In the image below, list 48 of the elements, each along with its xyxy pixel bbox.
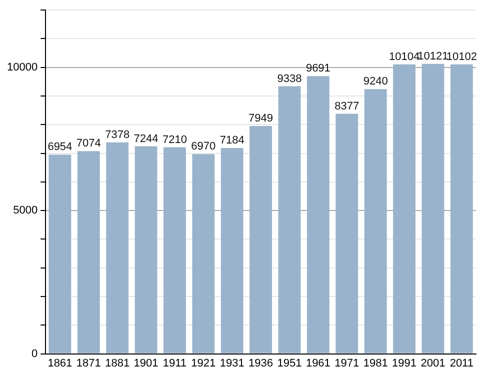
data-label: 7378 [105, 128, 130, 141]
bar [450, 64, 473, 354]
x-tick-label: 1881 [105, 357, 130, 370]
x-tick-label: 1921 [191, 357, 216, 370]
x-tick-label: 1931 [220, 357, 244, 370]
data-label: 9240 [363, 76, 388, 88]
data-label: 10121 [418, 50, 448, 62]
data-label: 9691 [306, 62, 330, 75]
x-tick-label: 2011 [450, 357, 474, 370]
bar [106, 142, 129, 354]
data-label: 7949 [248, 112, 274, 125]
data-label: 8377 [334, 100, 360, 112]
bar [364, 89, 387, 354]
x-tick-label: 1981 [363, 357, 388, 370]
y-tick-label: 5000 [13, 204, 38, 217]
x-tick-label: 1861 [48, 357, 72, 370]
data-label: 10104 [388, 50, 420, 63]
bar [393, 64, 416, 354]
data-label: 7210 [162, 134, 187, 146]
x-tick-label: 1901 [134, 357, 158, 370]
bar [134, 146, 158, 354]
data-label: 7184 [220, 134, 244, 147]
bar [48, 154, 72, 354]
data-label: 6970 [191, 140, 216, 153]
x-tick-label: 2001 [420, 357, 446, 370]
bar [250, 126, 272, 354]
x-tick-label: 1961 [306, 357, 330, 370]
bar [422, 64, 444, 354]
bar [336, 114, 358, 354]
x-tick-label: 1951 [277, 357, 302, 370]
data-label: 7074 [76, 138, 101, 150]
bar [163, 147, 186, 354]
data-label: 6954 [48, 141, 72, 154]
x-tick-label: 1971 [334, 357, 360, 370]
bar [306, 76, 330, 354]
x-tick-label: 1991 [392, 357, 417, 370]
bar [77, 151, 100, 354]
x-tick-label: 1936 [248, 357, 274, 370]
y-tick-label: 10000 [6, 61, 38, 74]
data-label: 9338 [277, 72, 302, 85]
x-tick-label: 1871 [76, 357, 101, 370]
data-label: 7244 [134, 132, 158, 145]
y-tick-label: 0 [31, 348, 38, 360]
bar [192, 154, 215, 354]
data-label: 10102 [446, 50, 477, 63]
x-tick-label: 1911 [162, 357, 187, 370]
bar [278, 86, 301, 354]
bar [220, 148, 244, 354]
